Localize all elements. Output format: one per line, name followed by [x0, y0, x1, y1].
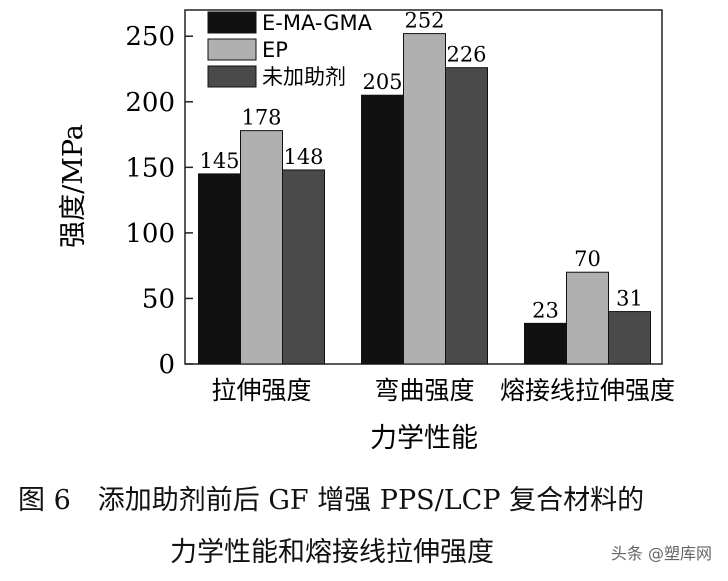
legend: E-MA-GMA EP 未加助剂 — [207, 11, 373, 89]
y-tick-label: 50 — [142, 284, 175, 314]
legend-label: 未加助剂 — [262, 65, 346, 89]
data-label: 178 — [241, 106, 281, 130]
figure-caption-line-2: 力学性能和熔接线拉伸强度 — [170, 537, 494, 568]
figure-caption-line-1: 图 6 添加助剂前后 GF 增强 PPS/LCP 复合材料的 — [18, 485, 645, 516]
data-label: 23 — [532, 298, 559, 322]
legend-swatch — [207, 65, 257, 88]
bar — [524, 322, 567, 365]
y-tick-label: 0 — [158, 350, 175, 380]
bar — [282, 169, 325, 365]
data-label: 70 — [574, 247, 601, 271]
data-label: 252 — [404, 9, 444, 33]
data-label: 145 — [199, 149, 239, 173]
x-axis-title: 力学性能 — [370, 423, 478, 454]
bar — [198, 173, 241, 365]
y-tick-label: 100 — [125, 219, 175, 249]
legend-label: EP — [262, 38, 288, 62]
legend-label: E-MA-GMA — [262, 11, 373, 35]
data-label: 31 — [616, 287, 643, 311]
x-tick-label: 弯曲强度 — [374, 376, 474, 405]
bar — [445, 67, 488, 365]
x-tick-label: 拉伸强度 — [211, 376, 311, 405]
y-tick-label: 200 — [125, 88, 175, 118]
bar — [566, 271, 609, 365]
bar — [608, 311, 651, 365]
bar — [240, 130, 283, 365]
x-tick-label: 熔接线拉伸强度 — [500, 376, 675, 405]
data-label: 205 — [362, 70, 402, 94]
bar — [403, 33, 446, 365]
y-axis-title: 强度/MPa — [58, 124, 89, 248]
y-tick-label: 250 — [125, 22, 175, 52]
y-tick-label: 150 — [125, 153, 175, 183]
data-label: 148 — [283, 145, 323, 169]
y-axis: 0 50 100 150 200 250 — [125, 22, 193, 380]
x-axis: 拉伸强度 弯曲强度 熔接线拉伸强度 — [211, 376, 675, 405]
legend-swatch — [207, 11, 257, 34]
watermark: 头条 @塑库网 — [610, 544, 712, 563]
bar — [361, 94, 404, 365]
legend-swatch — [207, 38, 257, 61]
bar-chart: 0 50 100 150 200 250 拉伸强度 弯曲强度 熔接线拉伸强度 14517814… — [58, 9, 675, 454]
data-label: 226 — [446, 43, 486, 67]
